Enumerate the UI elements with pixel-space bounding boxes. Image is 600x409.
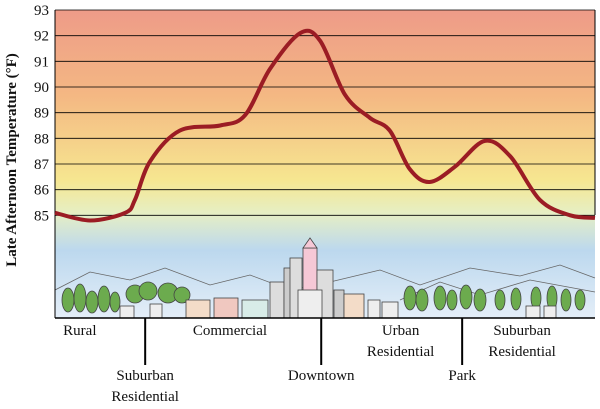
skyline bbox=[54, 237, 596, 319]
zone-label: Suburban bbox=[116, 368, 174, 384]
y-tick-label: 90 bbox=[34, 80, 49, 96]
zone-label: Commercial bbox=[193, 323, 267, 339]
y-tick-label: 89 bbox=[34, 106, 49, 122]
zone-label: Downtown bbox=[288, 368, 355, 384]
y-tick-label: 93 bbox=[34, 3, 49, 19]
y-tick-label: 86 bbox=[34, 183, 50, 199]
zone-label: Park bbox=[448, 368, 476, 384]
y-tick-label: 91 bbox=[34, 54, 49, 70]
y-tick-label: 85 bbox=[34, 208, 49, 224]
zone-label: Residential bbox=[367, 344, 435, 360]
y-tick-label: 88 bbox=[34, 131, 49, 147]
zone-label: Rural bbox=[63, 323, 96, 339]
y-axis-label: Late Afternoon Temperature (°F) bbox=[4, 53, 20, 267]
zone-label: Residential bbox=[488, 344, 556, 360]
zone-label: Suburban bbox=[493, 323, 551, 339]
zone-label: Residential bbox=[111, 389, 179, 405]
y-tick-label: 92 bbox=[34, 29, 49, 45]
zone-label: Urban bbox=[382, 323, 420, 339]
y-tick-label: 87 bbox=[34, 157, 50, 173]
temperature-line bbox=[54, 28, 596, 223]
